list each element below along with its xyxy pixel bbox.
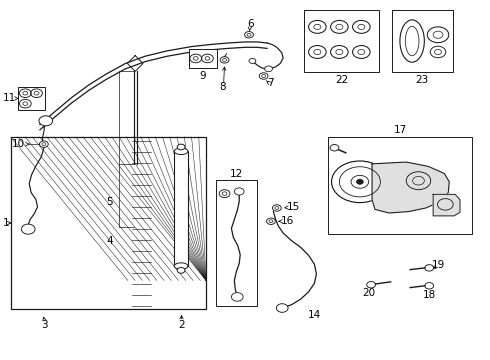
Text: 5: 5 bbox=[106, 197, 113, 207]
Circle shape bbox=[39, 116, 52, 126]
Bar bbox=[174, 151, 188, 266]
Circle shape bbox=[220, 57, 229, 63]
Text: 23: 23 bbox=[416, 75, 429, 85]
Circle shape bbox=[425, 283, 434, 289]
Circle shape bbox=[177, 144, 185, 150]
Bar bbox=[328, 137, 472, 234]
Text: 9: 9 bbox=[200, 71, 206, 81]
Circle shape bbox=[231, 293, 243, 301]
Text: 19: 19 bbox=[432, 260, 445, 270]
Circle shape bbox=[234, 188, 244, 195]
Bar bbox=[18, 87, 45, 110]
Circle shape bbox=[40, 141, 48, 147]
Circle shape bbox=[267, 218, 275, 225]
Text: 11: 11 bbox=[2, 93, 16, 103]
Text: 2: 2 bbox=[178, 320, 185, 330]
Text: 17: 17 bbox=[393, 125, 407, 135]
Circle shape bbox=[367, 282, 375, 288]
Text: 1: 1 bbox=[2, 218, 9, 228]
Text: 15: 15 bbox=[286, 202, 299, 212]
Circle shape bbox=[272, 205, 281, 211]
Circle shape bbox=[245, 32, 253, 38]
Circle shape bbox=[276, 304, 288, 312]
Bar bbox=[11, 137, 206, 309]
Ellipse shape bbox=[174, 263, 188, 269]
Text: 3: 3 bbox=[42, 320, 48, 330]
Text: 4: 4 bbox=[106, 236, 113, 246]
Circle shape bbox=[265, 66, 272, 72]
Text: 10: 10 bbox=[12, 139, 25, 149]
Text: 12: 12 bbox=[230, 168, 243, 179]
Polygon shape bbox=[433, 194, 460, 216]
Circle shape bbox=[425, 265, 434, 271]
Text: 21: 21 bbox=[363, 215, 376, 225]
Text: 16: 16 bbox=[280, 216, 294, 226]
Text: 14: 14 bbox=[308, 310, 321, 320]
Text: 20: 20 bbox=[363, 288, 376, 298]
Circle shape bbox=[219, 190, 230, 198]
Ellipse shape bbox=[174, 148, 188, 154]
Circle shape bbox=[330, 144, 339, 151]
Bar bbox=[392, 10, 453, 72]
Circle shape bbox=[22, 224, 35, 234]
Bar bbox=[216, 180, 257, 306]
Circle shape bbox=[259, 73, 268, 79]
Circle shape bbox=[177, 267, 185, 273]
Circle shape bbox=[332, 161, 388, 203]
Bar bbox=[189, 49, 217, 68]
Text: 7: 7 bbox=[267, 78, 274, 88]
Circle shape bbox=[356, 179, 363, 184]
Text: 8: 8 bbox=[220, 82, 226, 92]
Polygon shape bbox=[372, 162, 449, 213]
Text: 13: 13 bbox=[246, 189, 259, 199]
Bar bbox=[304, 10, 379, 72]
Text: 6: 6 bbox=[247, 19, 254, 29]
Text: 18: 18 bbox=[422, 290, 436, 300]
Text: 22: 22 bbox=[335, 75, 348, 85]
Circle shape bbox=[249, 58, 256, 63]
